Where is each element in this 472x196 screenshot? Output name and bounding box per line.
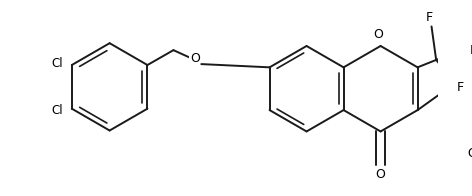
Text: Cl: Cl: [51, 104, 63, 117]
Text: F: F: [457, 81, 464, 94]
Text: O: O: [376, 168, 386, 181]
Text: Cl: Cl: [51, 57, 63, 70]
Text: F: F: [470, 44, 472, 57]
Text: O: O: [373, 28, 383, 41]
Text: F: F: [426, 11, 433, 24]
Text: O: O: [190, 52, 200, 65]
Text: Cl: Cl: [468, 147, 472, 160]
